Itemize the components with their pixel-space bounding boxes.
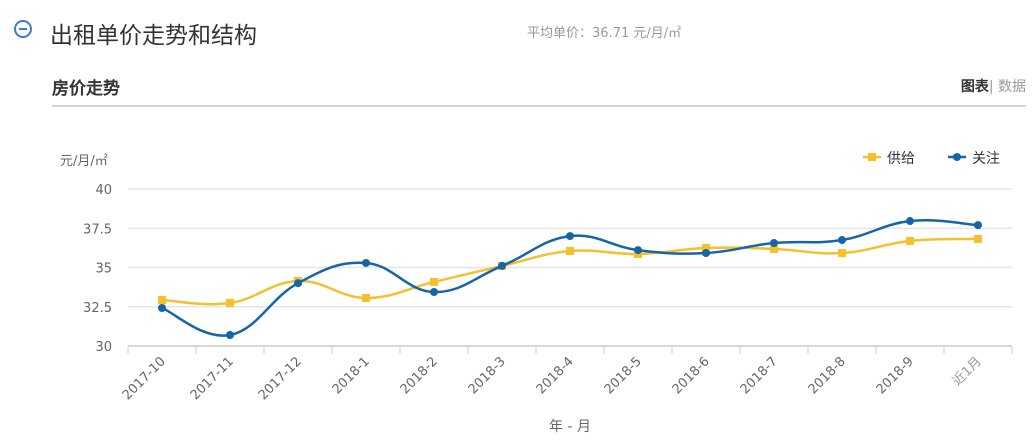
y-tick-label: 40 — [95, 183, 112, 198]
y-tick-label: 30 — [95, 340, 112, 355]
tab-chart[interactable]: 图表 — [960, 79, 989, 95]
data-point — [158, 304, 166, 313]
x-tick-label: 2018-5 — [602, 354, 645, 397]
x-tick-label: 近1月 — [950, 354, 985, 389]
collapse-icon[interactable] — [14, 20, 32, 38]
tab-data[interactable]: 数据 — [998, 79, 1026, 95]
y-tick-label: 37.5 — [83, 222, 112, 237]
data-point — [770, 239, 778, 248]
data-point — [430, 287, 438, 296]
data-point — [226, 331, 234, 340]
x-tick-label: 2017-12 — [256, 354, 305, 403]
y-tick-label: 35 — [95, 262, 112, 277]
data-point — [770, 244, 778, 253]
avg-label: 平均单价： — [527, 26, 593, 41]
data-point — [566, 232, 574, 241]
divider — [52, 105, 1026, 107]
x-tick-label: 2018-7 — [738, 354, 781, 397]
section-title: 房价走势 — [52, 79, 120, 99]
x-tick-label: 2018-8 — [806, 354, 849, 397]
data-point — [158, 295, 166, 304]
view-tabs: 图表| 数据 — [961, 76, 1026, 96]
x-tick-label: 2017-10 — [120, 354, 169, 403]
legend-label: 关注 — [972, 151, 1000, 167]
legend-marker — [953, 153, 961, 161]
data-point — [838, 236, 846, 245]
average-price: 平均单价：36.71 元/月/㎡ — [527, 22, 681, 41]
x-tick-label: 2018-6 — [670, 354, 713, 397]
data-point — [634, 246, 642, 255]
data-point — [362, 293, 370, 302]
data-point — [430, 277, 438, 286]
data-point — [974, 221, 982, 230]
data-point — [906, 236, 914, 245]
legend-label: 供给 — [887, 151, 915, 167]
x-axis-label: 年 - 月 — [549, 419, 591, 435]
data-point — [906, 217, 914, 226]
data-point — [974, 234, 982, 243]
data-point — [294, 279, 302, 288]
data-point — [702, 249, 710, 258]
tab-separator: | — [988, 79, 994, 95]
data-point — [498, 261, 506, 270]
data-point — [226, 298, 234, 307]
data-point — [362, 258, 370, 267]
x-tick-label: 2018-3 — [466, 354, 509, 397]
y-axis-label: 元/月/㎡ — [60, 154, 108, 169]
legend-marker — [868, 153, 876, 161]
data-point — [838, 249, 846, 258]
x-tick-label: 2018-2 — [398, 354, 441, 397]
x-tick-label: 2018-4 — [534, 354, 577, 397]
x-tick-label: 2017-11 — [188, 354, 237, 403]
y-tick-label: 32.5 — [83, 301, 112, 316]
page-title: 出租单价走势和结构 — [50, 23, 257, 49]
data-point — [566, 247, 574, 256]
x-tick-label: 2018-1 — [330, 354, 373, 397]
x-tick-label: 2018-9 — [874, 354, 917, 397]
avg-value: 36.71 元/月/㎡ — [592, 26, 682, 41]
data-point — [702, 244, 710, 253]
